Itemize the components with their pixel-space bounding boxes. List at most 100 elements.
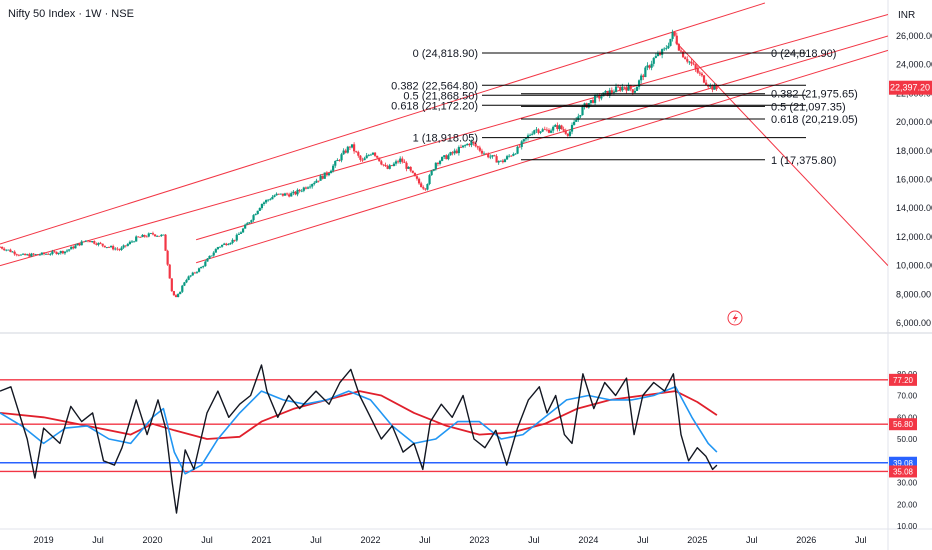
candle-body — [495, 156, 498, 163]
candle-body — [359, 155, 362, 160]
candle-body — [218, 246, 222, 248]
last-price-badge — [889, 80, 932, 95]
candle-body — [669, 38, 672, 46]
candle-body — [327, 173, 331, 176]
price-tick-label: 12,000.00 — [896, 232, 932, 242]
candle-body — [600, 96, 603, 99]
candle-body — [51, 251, 54, 255]
candle-body — [231, 239, 234, 243]
candle-body — [191, 272, 194, 276]
candle-body — [438, 160, 442, 164]
candle-body — [216, 247, 220, 250]
candle-body — [302, 187, 305, 191]
price-tick-label: 16,000.00 — [896, 175, 932, 185]
candle-body — [459, 147, 463, 148]
candle-body — [480, 150, 484, 154]
candle-body — [34, 254, 37, 255]
candle-body — [577, 116, 580, 120]
rsi-tick-label: 10.00 — [897, 522, 918, 531]
rsi-pane[interactable] — [0, 364, 888, 514]
candle-body — [160, 234, 163, 237]
candle-body — [407, 166, 410, 169]
candle-body — [235, 234, 238, 241]
candle-body — [698, 72, 701, 74]
candle-body — [342, 150, 345, 155]
candle-body — [86, 240, 90, 242]
candle-body — [373, 152, 377, 156]
candle-body — [593, 95, 597, 103]
candle-body — [172, 291, 176, 296]
candle-body — [428, 175, 431, 185]
candle-body — [260, 204, 264, 209]
candle-body — [472, 141, 475, 144]
candle-body — [21, 253, 25, 255]
candle-body — [166, 250, 169, 265]
candle-body — [648, 65, 651, 68]
channel-line[interactable] — [0, 2, 766, 245]
channel-line[interactable] — [0, 13, 888, 267]
candle-body — [348, 146, 352, 148]
candle-body — [665, 48, 668, 49]
candle-body — [476, 146, 479, 148]
fib-label-left: 0.5 (21,868.50) — [403, 90, 478, 102]
candle-body — [174, 295, 178, 297]
candle-body — [533, 130, 536, 134]
symbol-title[interactable]: Nifty 50 Index · 1W · NSE — [8, 8, 134, 20]
candle-body — [411, 170, 414, 173]
price-tick-label: 26,000.00 — [896, 31, 932, 41]
candle-body — [447, 155, 450, 160]
rsi-tick-label: 50.00 — [897, 435, 918, 444]
candle-body — [629, 85, 632, 90]
candle-body — [388, 165, 391, 169]
candle-body — [28, 254, 31, 257]
candle-body — [671, 31, 674, 39]
candle-body — [210, 255, 213, 257]
time-tick-label: 2024 — [578, 535, 598, 545]
candle-body — [453, 150, 456, 154]
candle-body — [279, 193, 282, 195]
candle-body — [441, 156, 444, 161]
candle-body — [112, 246, 115, 250]
candle-body — [482, 153, 486, 155]
candle-body — [432, 169, 435, 171]
candle-body — [709, 84, 712, 87]
candle-body — [0, 246, 4, 249]
channel-line[interactable] — [675, 41, 888, 266]
time-tick-label: Jul — [637, 535, 649, 545]
candle-body — [522, 139, 525, 142]
candle-body — [262, 202, 266, 205]
candle-body — [38, 254, 41, 256]
fib-label-left: 1 (18,918.05) — [413, 133, 478, 145]
candle-body — [637, 80, 641, 87]
candle-body — [503, 159, 507, 163]
candle-body — [187, 276, 190, 280]
candle-body — [470, 141, 473, 146]
candle-body — [675, 35, 678, 45]
rsi-line — [0, 364, 718, 514]
candle-body — [256, 210, 259, 215]
candle-body — [380, 161, 383, 165]
candle-body — [137, 236, 140, 238]
candle-body — [202, 266, 205, 268]
candle-body — [566, 133, 569, 136]
candle-body — [275, 193, 278, 196]
candle-body — [53, 251, 56, 253]
candle-body — [227, 244, 230, 246]
candle-body — [44, 253, 48, 255]
lightning-icon[interactable] — [727, 310, 743, 326]
candle-body — [627, 85, 630, 91]
candle-body — [311, 184, 314, 187]
candle-body — [70, 246, 73, 250]
fib-label-right: 0 (24,818.90) — [771, 48, 836, 60]
candle-body — [248, 222, 251, 224]
price-pane[interactable]: 0 (24,818.90) 0.382 (22,564.80)0.5 (21,86… — [0, 2, 888, 298]
candle-body — [82, 241, 85, 243]
candle-body — [74, 245, 77, 249]
candle-body — [617, 86, 620, 88]
candle-body — [258, 208, 261, 211]
time-tick-label: Jul — [528, 535, 540, 545]
candle-body — [614, 86, 618, 93]
candle-body — [91, 241, 94, 243]
price-tick-label: 18,000.00 — [896, 146, 932, 156]
